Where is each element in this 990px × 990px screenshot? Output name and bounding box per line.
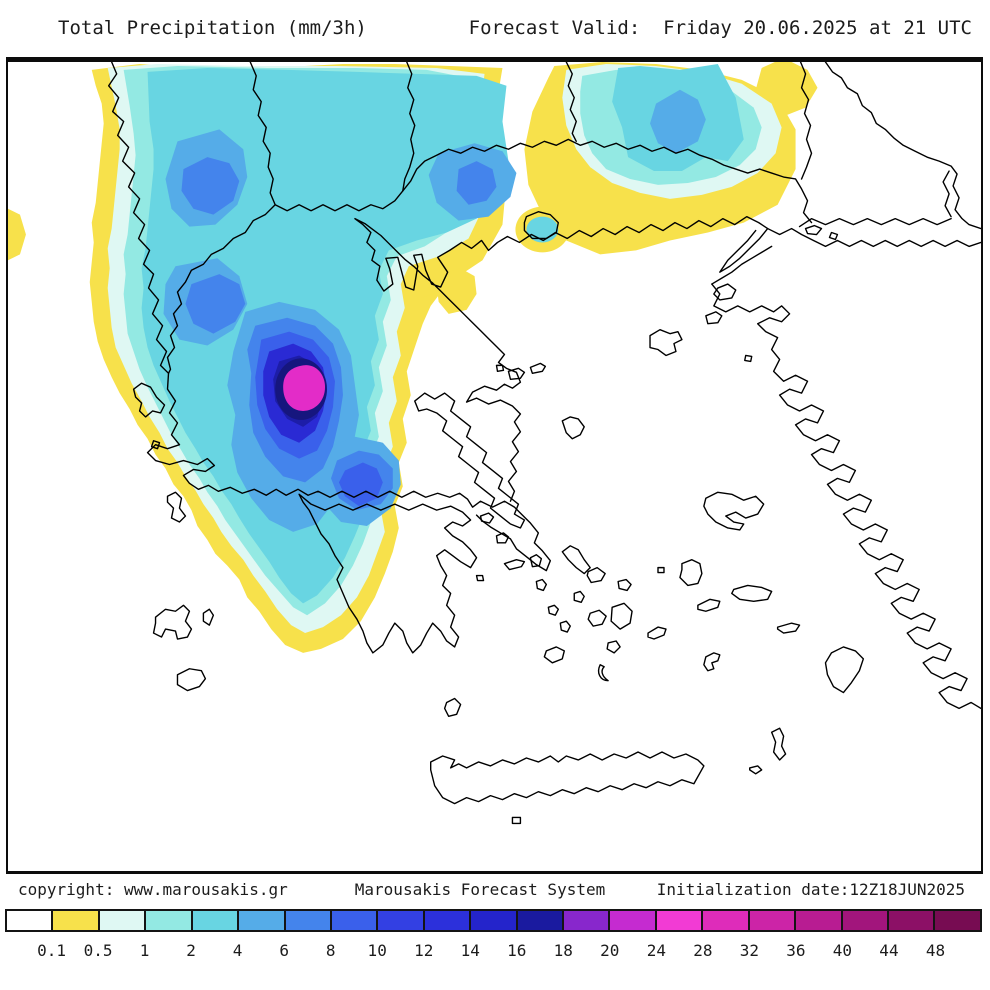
islands [132, 211, 865, 825]
colorbar-tick-label: 40 [832, 941, 853, 960]
greece-precipitation-chart [8, 62, 981, 825]
colorbar-cell [887, 909, 936, 932]
colorbar-tick-label: 0.1 [37, 941, 66, 960]
colorbar-cell [144, 909, 193, 932]
colorbar-cell [794, 909, 843, 932]
colorbar-tick-label: 12 [414, 941, 434, 960]
colorbar-tick-label: 4 [232, 941, 243, 960]
colorbar-tick-label: 16 [507, 941, 527, 960]
copyright-label: copyright: www.marousakis.gr [18, 880, 288, 899]
colorbar-tick-label: 2 [186, 941, 196, 960]
colorbar-cell [51, 909, 100, 932]
colorbar-tick-label: 6 [279, 941, 289, 960]
country-borders [166, 62, 813, 375]
colorbar-tick-label: 14 [460, 941, 480, 960]
colorbar-cell [933, 909, 982, 932]
map-title: Total Precipitation (mm/3h) [58, 17, 367, 39]
colorbar-tick-label: 32 [739, 941, 760, 960]
forecast-system-label: Marousakis Forecast System [354, 880, 606, 899]
colorbar-cell [422, 909, 472, 932]
colorbar-cell [515, 909, 565, 932]
colorbar-tick-label: 20 [600, 941, 620, 960]
colorbar-tick-label: 8 [325, 941, 336, 960]
colorbar-cell [608, 909, 657, 932]
coastlines [107, 62, 981, 805]
colorbar-tick-label: 10 [367, 941, 387, 960]
colorbar-cell [840, 909, 890, 932]
colorbar-cell [562, 909, 611, 932]
colorbar-tick-label: 48 [925, 941, 946, 960]
colorbar [5, 909, 982, 932]
colorbar-cell [97, 909, 147, 932]
colorbar-tick-label: 24 [646, 941, 666, 960]
colorbar-cell [237, 909, 286, 932]
colorbar-labels: 0.1 0.5 1 2 4 6 8 10 12 14 16 18 20 24 28 32 36 40 44 48 [5, 941, 982, 961]
colorbar-cell [283, 909, 332, 932]
precip-core-24mm [283, 365, 326, 411]
colorbar-cell [190, 909, 240, 932]
colorbar-tick-label: 28 [693, 941, 713, 960]
initialization-date-label: Initialization date:12Z18JUN2025 [656, 880, 965, 899]
colorbar-cell [701, 909, 750, 932]
colorbar-cell [469, 909, 518, 932]
colorbar-cell [5, 909, 54, 932]
colorbar-cell [329, 909, 379, 932]
precipitation-map [6, 57, 983, 874]
colorbar-cell [376, 909, 425, 932]
colorbar-tick-label: 0.5 [83, 941, 113, 960]
forecast-valid-label: Forecast Valid: Friday 20.06.2025 at 21 … [468, 17, 972, 39]
colorbar-tick-label: 1 [139, 941, 150, 960]
colorbar-cell [654, 909, 704, 932]
colorbar-cell [747, 909, 797, 932]
colorbar-tick-label: 18 [553, 941, 573, 960]
colorbar-tick-label: 36 [786, 941, 806, 960]
colorbar-tick-label: 44 [879, 941, 899, 960]
